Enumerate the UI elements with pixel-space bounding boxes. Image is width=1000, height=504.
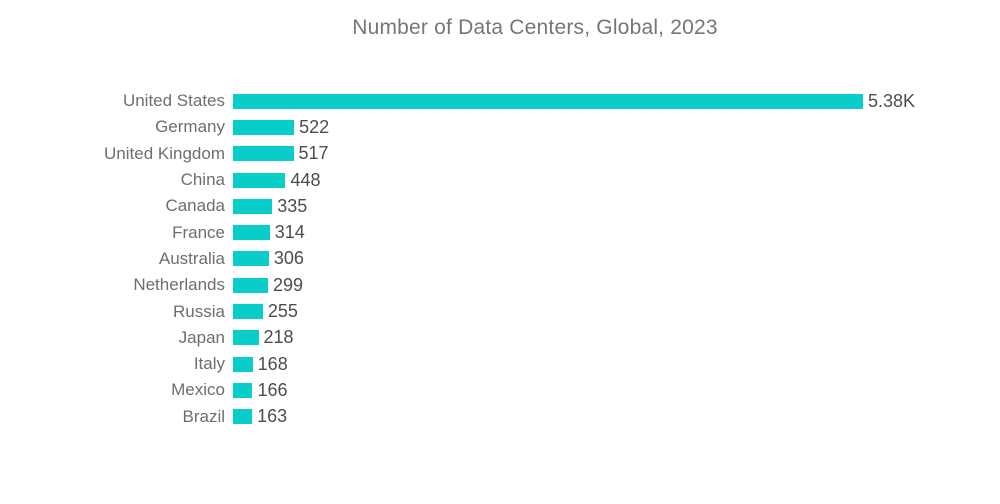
- value-label: 335: [277, 195, 308, 216]
- bar: [233, 330, 259, 346]
- chart-title: Number of Data Centers, Global, 2023: [352, 16, 718, 39]
- bar: [233, 93, 863, 109]
- value-label: 168: [257, 353, 288, 374]
- bar: [233, 251, 269, 267]
- category-label: United Kingdom: [104, 143, 225, 163]
- chart-row: Brazil 163: [0, 404, 1000, 430]
- chart-row: China 448: [0, 167, 1000, 193]
- chart-row: Netherlands 299: [0, 272, 1000, 298]
- value-label: 255: [267, 301, 298, 322]
- bar: [233, 382, 253, 398]
- category-label: Germany: [155, 117, 225, 137]
- value-label: 517: [298, 143, 329, 164]
- chart-row: France 314: [0, 219, 1000, 245]
- category-label: Mexico: [171, 380, 225, 400]
- chart-row: Canada 335: [0, 193, 1000, 219]
- value-label: 522: [299, 116, 330, 137]
- chart-row: Russia 255: [0, 298, 1000, 324]
- category-label: France: [172, 222, 225, 242]
- chart-row: Mexico 166: [0, 377, 1000, 403]
- value-label: 314: [274, 222, 305, 243]
- value-label: 306: [273, 248, 304, 269]
- bar: [233, 356, 253, 372]
- value-label: 299: [273, 274, 304, 295]
- bar: [233, 225, 270, 241]
- bar: [233, 304, 263, 320]
- bar-chart-plot-area: United States 5.38K Germany 522 United Kingd…: [0, 88, 1000, 430]
- value-label: 166: [257, 379, 288, 400]
- value-label: 163: [257, 406, 288, 427]
- chart-row: United States 5.38K: [0, 88, 1000, 114]
- value-label: 448: [290, 169, 321, 190]
- bar: [233, 198, 273, 214]
- category-label: Japan: [178, 327, 225, 347]
- value-label: 218: [263, 327, 294, 348]
- category-label: United States: [122, 91, 225, 111]
- bar: [233, 409, 253, 425]
- category-label: Australia: [158, 248, 225, 268]
- category-label: Brazil: [182, 406, 225, 426]
- category-label: Italy: [193, 354, 225, 374]
- category-label: Netherlands: [133, 275, 225, 295]
- category-label: Canada: [165, 196, 225, 216]
- chart-row: Japan 218: [0, 325, 1000, 351]
- chart-row: Italy 168: [0, 351, 1000, 377]
- category-label: China: [180, 170, 225, 190]
- value-label: 5.38K: [868, 90, 916, 111]
- bar: [233, 277, 268, 293]
- category-label: Russia: [173, 301, 225, 321]
- bar: [233, 146, 294, 162]
- chart-row: Germany 522: [0, 114, 1000, 140]
- chart-row: Australia 306: [0, 246, 1000, 272]
- bar: [233, 172, 286, 188]
- bar: [233, 119, 295, 135]
- chart-row: United Kingdom 517: [0, 141, 1000, 167]
